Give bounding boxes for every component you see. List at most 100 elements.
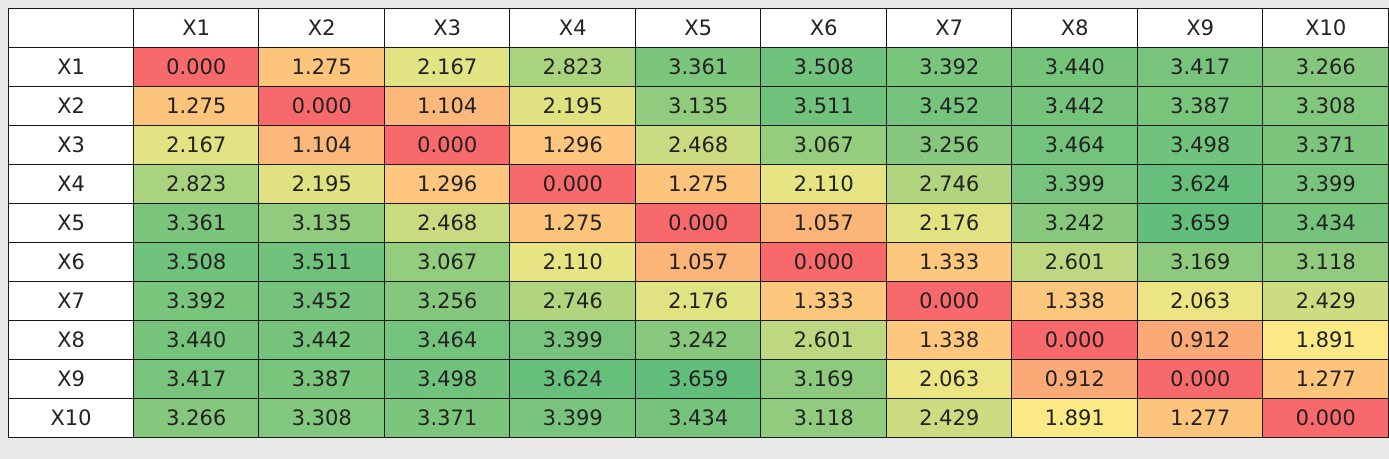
heatmap-cell: 1.338 (1011, 281, 1138, 321)
heatmap-cell: 3.135 (634, 86, 762, 126)
heatmap-cell: 3.442 (258, 320, 385, 360)
heatmap-cell: 3.511 (760, 86, 887, 126)
row-header-x6: X6 (8, 242, 134, 282)
corner-cell (8, 8, 134, 48)
heatmap-cell: 3.498 (383, 359, 511, 399)
heatmap-cell: 3.624 (509, 359, 636, 399)
table-row: X10 3.266 3.308 3.371 3.399 3.434 3.118 2.429 1.… (8, 398, 1389, 438)
heatmap-cell: 3.266 (1262, 47, 1389, 87)
heatmap-cell: 3.361 (132, 203, 260, 243)
header-row: X1 X2 X3 X4 X5 X6 X7 X8 X9 X10 (8, 8, 1389, 48)
heatmap-cell: 2.063 (885, 359, 1013, 399)
heatmap-cell: 2.176 (634, 281, 762, 321)
heatmap-cell: 1.104 (258, 125, 385, 165)
row-header-x3: X3 (8, 125, 134, 165)
row-header-x5: X5 (8, 203, 134, 243)
heatmap-cell: 3.434 (1262, 203, 1389, 243)
heatmap-cell: 2.167 (383, 47, 511, 87)
row-header-x9: X9 (8, 359, 134, 399)
heatmap-cell: 0.000 (383, 125, 511, 165)
heatmap-cell: 3.118 (1262, 242, 1389, 282)
table-row: X9 3.417 3.387 3.498 3.624 3.659 3.169 2.063 0.9… (8, 359, 1389, 399)
heatmap-cell: 3.256 (383, 281, 511, 321)
row-header-x2: X2 (8, 86, 134, 126)
row-header-x4: X4 (8, 164, 134, 204)
heatmap-cell: 2.167 (132, 125, 260, 165)
heatmap-cell: 2.601 (1011, 242, 1138, 282)
heatmap-cell: 2.110 (509, 242, 636, 282)
heatmap-cell: 3.624 (1136, 164, 1264, 204)
heatmap-cell: 0.000 (760, 242, 887, 282)
heatmap-cell: 3.242 (634, 320, 762, 360)
heatmap-cell: 3.387 (1136, 86, 1264, 126)
heatmap-cell: 3.308 (1262, 86, 1389, 126)
heatmap-cell: 3.392 (132, 281, 260, 321)
col-header-x10: X10 (1262, 8, 1389, 48)
heatmap-cell: 1.057 (760, 203, 887, 243)
heatmap-cell: 2.823 (509, 47, 636, 87)
heatmap-cell: 1.333 (760, 281, 887, 321)
heatmap-cell: 3.135 (258, 203, 385, 243)
heatmap-cell: 3.169 (1136, 242, 1264, 282)
heatmap-cell: 1.338 (885, 320, 1013, 360)
heatmap-cell: 1.277 (1136, 398, 1264, 438)
heatmap-cell: 3.371 (383, 398, 511, 438)
heatmap-cell: 3.440 (132, 320, 260, 360)
heatmap-cell: 3.118 (760, 398, 887, 438)
heatmap-cell: 1.057 (634, 242, 762, 282)
heatmap-cell: 3.399 (1011, 164, 1138, 204)
heatmap-cell: 1.275 (509, 203, 636, 243)
heatmap-cell: 3.498 (1136, 125, 1264, 165)
heatmap-cell: 1.275 (634, 164, 762, 204)
heatmap-cell: 3.452 (885, 86, 1013, 126)
col-header-x4: X4 (509, 8, 636, 48)
heatmap-cell: 0.000 (1262, 398, 1389, 438)
heatmap-cell: 3.387 (258, 359, 385, 399)
heatmap-cell: 3.464 (1011, 125, 1138, 165)
heatmap-cell: 2.063 (1136, 281, 1264, 321)
heatmap-cell: 3.440 (1011, 47, 1138, 87)
heatmap-cell: 3.256 (885, 125, 1013, 165)
heatmap-cell: 0.000 (258, 86, 385, 126)
heatmap-cell: 1.275 (132, 86, 260, 126)
heatmap-cell: 3.659 (634, 359, 762, 399)
heatmap-cell: 2.468 (634, 125, 762, 165)
heatmap-cell: 1.296 (509, 125, 636, 165)
heatmap-cell: 3.242 (1011, 203, 1138, 243)
table-row: X4 2.823 2.195 1.296 0.000 1.275 2.110 2.746 3.3… (8, 164, 1389, 204)
heatmap-cell: 1.333 (885, 242, 1013, 282)
heatmap-cell: 3.361 (634, 47, 762, 87)
heatmap-cell: 3.392 (885, 47, 1013, 87)
heatmap-cell: 3.659 (1136, 203, 1264, 243)
col-header-x6: X6 (760, 8, 887, 48)
heatmap-cell: 2.746 (509, 281, 636, 321)
heatmap-cell: 3.508 (760, 47, 887, 87)
table-row: X7 3.392 3.452 3.256 2.746 2.176 1.333 0.000 1.3… (8, 281, 1389, 321)
heatmap-cell: 1.277 (1262, 359, 1389, 399)
col-header-x9: X9 (1136, 8, 1264, 48)
row-header-x10: X10 (8, 398, 134, 438)
row-header-x7: X7 (8, 281, 134, 321)
heatmap-body: X1 0.000 1.275 2.167 2.823 3.361 3.508 3.392 3.4… (8, 47, 1389, 438)
table-row: X3 2.167 1.104 0.000 1.296 2.468 3.067 3.256 3.4… (8, 125, 1389, 165)
heatmap-cell: 3.508 (132, 242, 260, 282)
col-header-x8: X8 (1011, 8, 1138, 48)
heatmap-cell: 0.000 (509, 164, 636, 204)
col-header-x7: X7 (885, 8, 1013, 48)
heatmap-cell: 3.417 (132, 359, 260, 399)
heatmap-cell: 0.000 (1136, 359, 1264, 399)
heatmap-cell: 3.442 (1011, 86, 1138, 126)
heatmap-cell: 2.195 (258, 164, 385, 204)
heatmap-cell: 0.000 (132, 47, 260, 87)
table-row: X5 3.361 3.135 2.468 1.275 0.000 1.057 2.176 3.2… (8, 203, 1389, 243)
heatmap-cell: 3.169 (760, 359, 887, 399)
heatmap-cell: 2.601 (760, 320, 887, 360)
heatmap-cell: 1.104 (383, 86, 511, 126)
heatmap-cell: 3.399 (509, 320, 636, 360)
heatmap-cell: 3.417 (1136, 47, 1264, 87)
table-row: X8 3.440 3.442 3.464 3.399 3.242 2.601 1.338 0.0… (8, 320, 1389, 360)
heatmap-cell: 2.429 (1262, 281, 1389, 321)
heatmap-cell: 0.000 (885, 281, 1013, 321)
col-header-x2: X2 (258, 8, 385, 48)
heatmap-cell: 1.891 (1262, 320, 1389, 360)
